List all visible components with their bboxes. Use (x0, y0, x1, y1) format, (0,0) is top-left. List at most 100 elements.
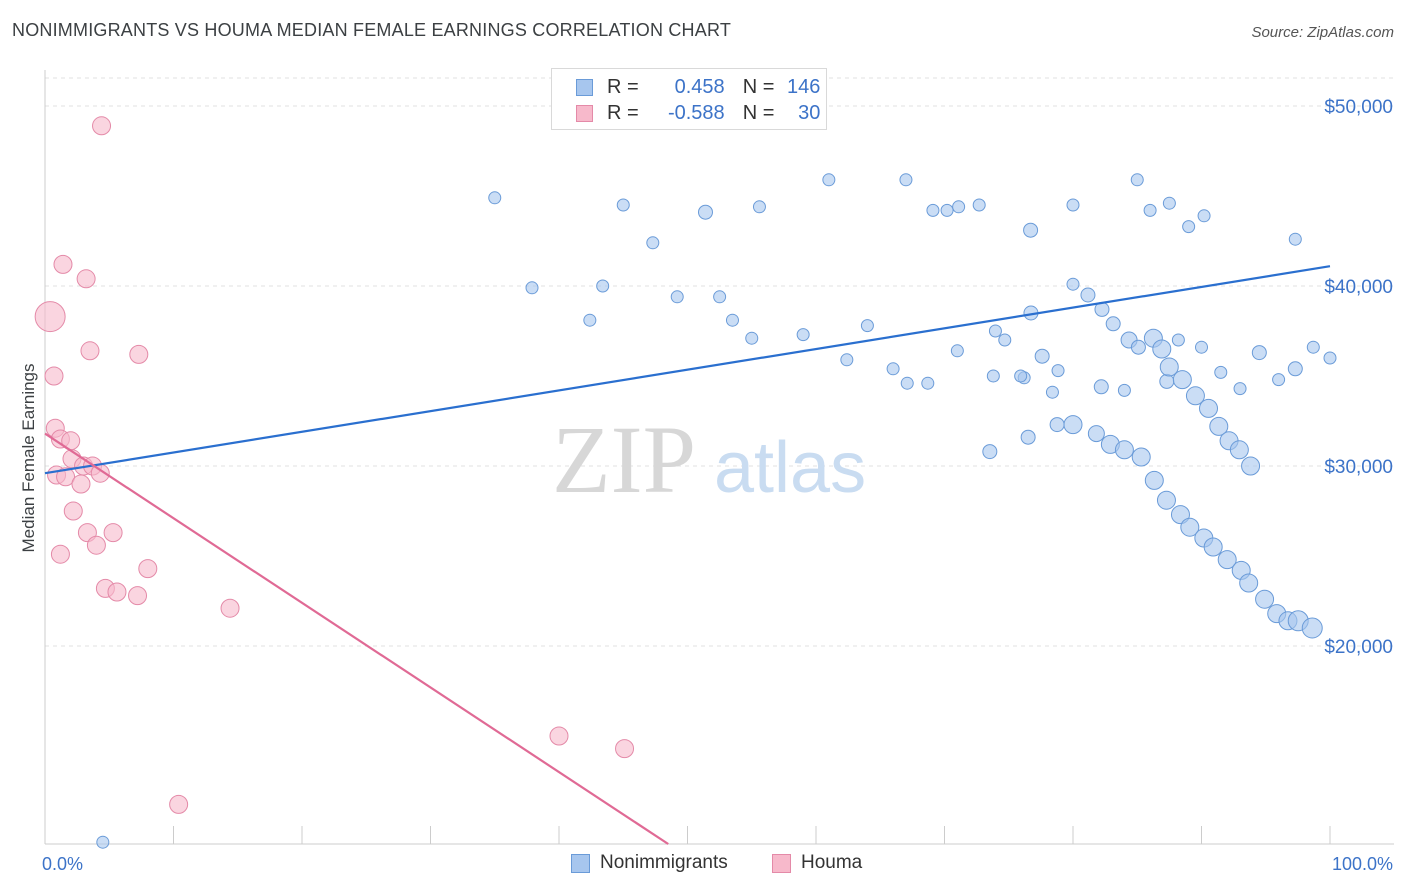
legend-r-label: R = (607, 75, 639, 98)
data-point-houma (615, 739, 635, 759)
grid-lines (45, 77, 1394, 647)
data-point-nonimmigrants (752, 200, 766, 214)
legend-swatch-nonimmigrants (571, 853, 590, 873)
data-point-nonimmigrants (1197, 209, 1211, 223)
data-point-nonimmigrants (1306, 340, 1320, 354)
data-point-nonimmigrants (96, 835, 110, 849)
data-point-nonimmigrants (725, 313, 739, 327)
data-point-nonimmigrants (1233, 382, 1247, 396)
data-point-houma (76, 269, 96, 289)
y-axis-label: Median Female Earnings (19, 364, 38, 553)
data-point-nonimmigrants (1180, 517, 1200, 537)
legend-n-label: N = (742, 101, 775, 124)
legend-n-value: 30 (798, 101, 821, 124)
legend-item-nonimmigrants: Nonimmigrants (571, 852, 728, 874)
y-tick-label: $50,000 (1324, 97, 1393, 118)
data-point-nonimmigrants (1171, 333, 1185, 347)
data-point-nonimmigrants (1066, 198, 1080, 212)
legend-r-value: -0.588 (667, 101, 725, 124)
data-point-nonimmigrants (1144, 470, 1164, 490)
data-point-houma (129, 344, 149, 364)
data-point-nonimmigrants (1287, 361, 1303, 377)
data-point-nonimmigrants (1323, 351, 1337, 365)
trend-line-nonimmigrants (44, 265, 1331, 475)
data-point-nonimmigrants (972, 198, 986, 212)
data-point-nonimmigrants (1229, 440, 1249, 460)
data-point-houma (50, 544, 70, 564)
data-point-nonimmigrants (670, 290, 684, 304)
data-point-nonimmigrants (1301, 617, 1323, 639)
data-point-nonimmigrants (616, 198, 630, 212)
data-point-houma (71, 474, 91, 494)
data-point-nonimmigrants (1209, 416, 1229, 436)
data-point-nonimmigrants (1014, 369, 1028, 383)
data-point-nonimmigrants (950, 344, 964, 358)
data-point-houma (92, 116, 112, 136)
data-point-nonimmigrants (1182, 220, 1196, 234)
legend-swatch-nonimmigrants (576, 78, 593, 96)
data-point-nonimmigrants (646, 236, 660, 250)
trend-lines (44, 265, 1331, 845)
series-nonimmigrants-points (96, 173, 1337, 849)
x-tick-label: 0.0% (42, 854, 83, 874)
data-point-nonimmigrants (1162, 196, 1176, 210)
data-point-houma (107, 582, 127, 602)
data-point-houma (169, 794, 189, 814)
series-legend: Nonimmigrants Houma (0, 852, 1406, 876)
data-point-nonimmigrants (1023, 222, 1039, 238)
data-point-nonimmigrants (1034, 348, 1050, 364)
data-point-nonimmigrants (986, 369, 1000, 383)
data-point-nonimmigrants (525, 281, 539, 295)
data-point-nonimmigrants (1143, 203, 1157, 217)
data-point-nonimmigrants (822, 173, 836, 187)
legend-label-houma: Houma (801, 852, 863, 873)
data-point-nonimmigrants (1172, 370, 1192, 390)
data-point-nonimmigrants (1217, 550, 1237, 570)
data-point-houma (86, 535, 106, 555)
legend-r-label: R = (607, 101, 639, 124)
y-tick-label: $40,000 (1324, 277, 1393, 298)
data-point-nonimmigrants (1105, 316, 1121, 332)
data-point-nonimmigrants (1080, 287, 1096, 303)
source-note: Source: ZipAtlas.com (1251, 24, 1394, 41)
legend-swatch-houma (576, 104, 593, 122)
data-point-nonimmigrants (713, 290, 727, 304)
data-point-houma (103, 523, 123, 543)
data-point-nonimmigrants (596, 279, 610, 293)
legend-n-label: N = (742, 75, 775, 98)
legend-r-value: 0.458 (674, 75, 725, 98)
legend-n-value: 146 (787, 75, 821, 98)
data-point-nonimmigrants (886, 362, 900, 376)
data-point-nonimmigrants (1130, 339, 1146, 355)
stats-legend: R = 0.458 N = 146 R = -0.588 N = 30 (551, 68, 827, 130)
series-houma-points (34, 116, 635, 814)
data-point-nonimmigrants (1251, 345, 1267, 361)
data-point-nonimmigrants (1156, 490, 1176, 510)
x-tick-label: 100.0% (1332, 854, 1393, 874)
data-point-nonimmigrants (988, 324, 1002, 338)
data-point-nonimmigrants (840, 353, 854, 367)
data-point-nonimmigrants (1199, 398, 1219, 418)
data-point-nonimmigrants (1159, 357, 1179, 377)
trend-line-houma (44, 432, 669, 845)
data-point-nonimmigrants (998, 333, 1012, 347)
legend-row-houma: R = -0.588 N = 30 (576, 102, 820, 124)
data-point-nonimmigrants (1241, 456, 1261, 476)
data-point-houma (44, 366, 64, 386)
legend-row-nonimmigrants: R = 0.458 N = 146 (576, 76, 820, 98)
data-point-houma (53, 254, 73, 274)
data-point-nonimmigrants (952, 200, 966, 214)
data-point-nonimmigrants (1051, 364, 1065, 378)
data-point-nonimmigrants (1195, 340, 1208, 354)
data-point-nonimmigrants (1066, 277, 1080, 291)
data-point-nonimmigrants (926, 203, 940, 217)
data-point-nonimmigrants (940, 203, 954, 217)
data-point-nonimmigrants (1114, 440, 1134, 460)
data-point-houma (138, 559, 158, 579)
data-point-nonimmigrants (1117, 383, 1131, 397)
data-point-nonimmigrants (1239, 573, 1259, 593)
data-point-nonimmigrants (745, 331, 759, 345)
data-point-houma (549, 726, 569, 746)
y-tick-label: $20,000 (1324, 637, 1393, 658)
